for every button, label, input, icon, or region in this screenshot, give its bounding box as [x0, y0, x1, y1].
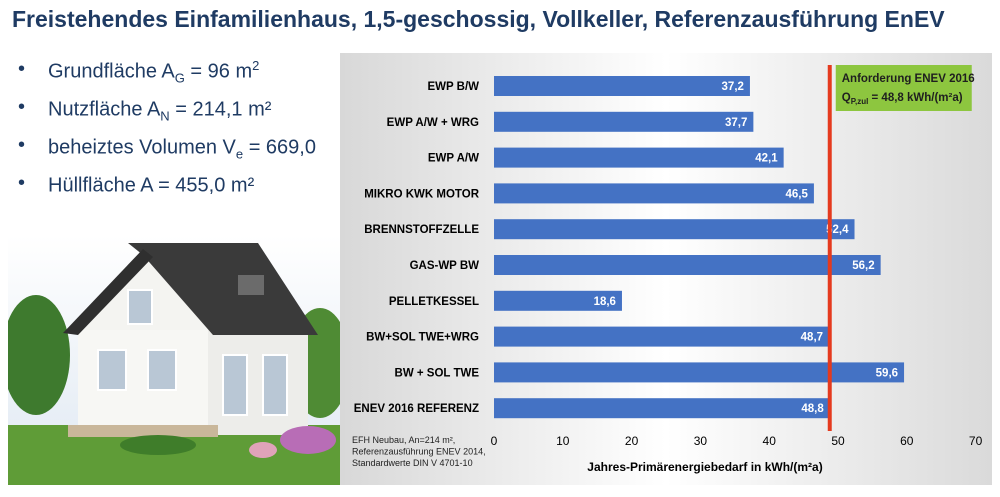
category-label: EWP B/W	[427, 81, 479, 93]
bar	[494, 362, 905, 383]
footnote-line: EFH Neubau, An=214 m²,	[352, 435, 455, 445]
footnote-line: Standardwerte DIN V 4701-10	[352, 458, 473, 468]
bar	[494, 290, 622, 311]
category-label: BRENNSTOFFZELLE	[364, 224, 479, 236]
primary-energy-chart: EWP B/W EWP A/W + WRG EWP A/W MIKRO KWK MOT…	[340, 53, 992, 485]
requirement-value: QP,zul = 48,8 kWh/(m²a)	[842, 92, 963, 106]
house-illustration	[8, 235, 340, 485]
value-label: 37,7	[725, 117, 747, 129]
requirement-label: Anforderung ENEV 2016	[842, 73, 975, 85]
bar	[494, 398, 830, 419]
bullet-symbol: •	[18, 134, 26, 156]
bar	[494, 76, 750, 96]
x-tick-label: 10	[556, 434, 570, 448]
x-tick-label: 70	[969, 434, 983, 448]
x-tick-label: 40	[763, 434, 777, 448]
bar	[494, 255, 881, 275]
bar	[494, 326, 830, 347]
x-axis-label: Jahres-Primärenergiebedarf in kWh/(m²a)	[587, 460, 822, 474]
value-label: 46,5	[786, 188, 809, 200]
category-label: BW+SOL TWE+WRG	[366, 332, 479, 344]
value-label: 42,1	[755, 153, 778, 165]
x-tick-label: 50	[831, 434, 845, 448]
value-label: 48,8	[801, 403, 824, 415]
property-text: beheiztes Volumen Ve = 669,0	[48, 136, 316, 162]
bullet-symbol: •	[18, 96, 26, 118]
bar	[494, 111, 754, 132]
requirement-box	[835, 65, 972, 111]
bar	[494, 147, 784, 168]
bullet-symbol: •	[18, 172, 26, 194]
x-tick-label: 60	[900, 434, 914, 448]
bar	[494, 183, 814, 204]
value-label: 56,2	[852, 260, 874, 272]
category-label: EWP A/W + WRG	[387, 117, 479, 129]
value-label: 59,6	[876, 367, 898, 379]
property-text: Grundfläche AG = 96 m2	[48, 58, 260, 86]
category-label: ENEV 2016 REFERENZ	[354, 403, 479, 415]
footnote-line: Referenzausführung ENEV 2014,	[352, 447, 486, 457]
value-label: 18,6	[594, 296, 616, 308]
x-tick-label: 30	[694, 434, 708, 448]
value-label: 48,7	[801, 332, 823, 344]
x-tick-label: 20	[625, 434, 639, 448]
bar	[494, 219, 855, 240]
property-text: Hüllfläche A = 455,0 m²	[48, 174, 255, 197]
value-label: 52,4	[826, 224, 849, 236]
category-label: EWP A/W	[428, 153, 479, 165]
value-label: 37,2	[722, 81, 744, 93]
bullet-symbol: •	[18, 58, 26, 80]
category-label: PELLETKESSEL	[389, 296, 479, 308]
category-label: MIKRO KWK MOTOR	[364, 188, 479, 200]
property-text: Nutzfläche AN = 214,1 m²	[48, 98, 272, 124]
category-label: GAS-WP BW	[410, 260, 480, 272]
page-title: Freistehendes Einfamilienhaus, 1,5-gesch…	[12, 6, 945, 32]
category-label: BW + SOL TWE	[395, 367, 480, 379]
x-tick-label: 0	[491, 434, 498, 448]
